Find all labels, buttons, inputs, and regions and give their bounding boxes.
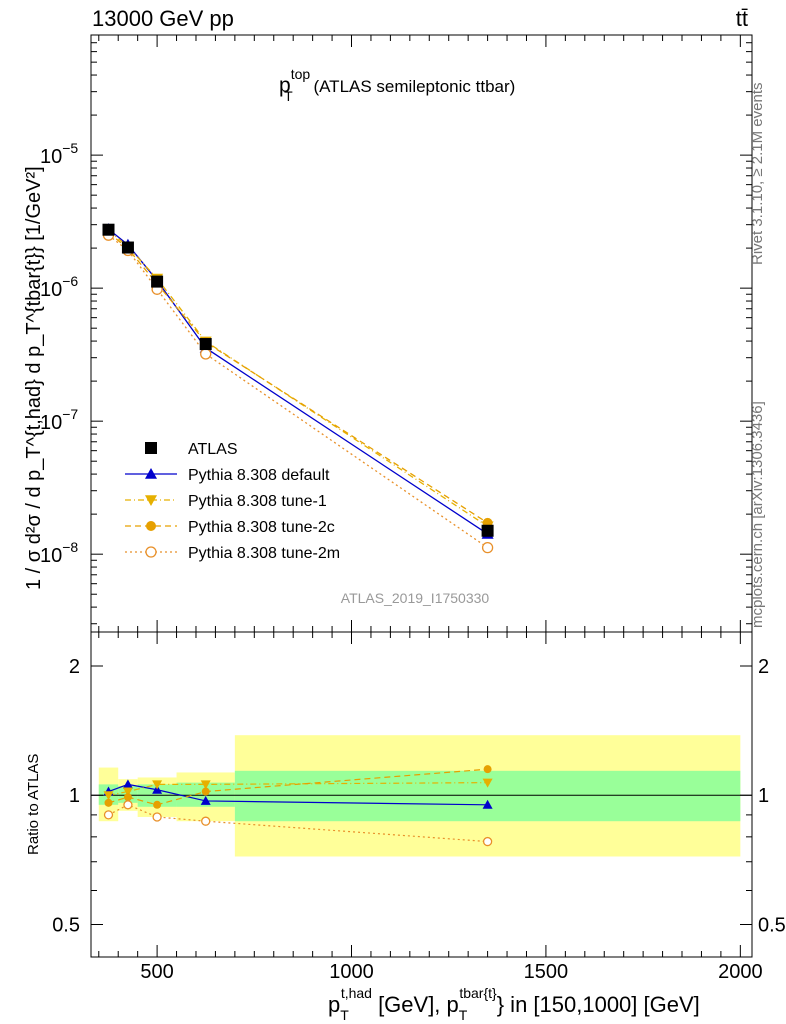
main-y-tick-label-3: 10−5 [40, 140, 78, 168]
main-y-tick-label-1: 10−7 [40, 406, 78, 434]
ratio-point-s1-2 [152, 780, 163, 790]
xlabel-sup2: tbar{t} [459, 985, 497, 1001]
legend-marker-2 [145, 495, 157, 506]
plot-title: ptop T (ATLAS semileptonic ttbar) [279, 66, 515, 104]
ratio-y-tick-label-left-2: 2 [69, 656, 80, 678]
ratio-line-1 [108, 782, 488, 796]
xlabel-rest: } in [150,1000] [GeV] [497, 992, 700, 1017]
legend-marker-0 [145, 442, 157, 454]
ratio-point-s3-2 [152, 812, 162, 822]
legend-label-0: ATLAS [188, 441, 238, 458]
xlabel-main: p [328, 992, 340, 1017]
ratio-point-s3-3 [201, 816, 211, 826]
main-y-tick-label-2: 10−6 [40, 273, 78, 301]
legend-marker-4 [145, 546, 157, 558]
xlabel-sub2: T [459, 1007, 468, 1023]
ratio-y-tick-label-left-1: 1 [69, 785, 80, 807]
ratio-point-s0-1 [122, 779, 133, 789]
legend-marker-1 [145, 468, 157, 479]
header-energy: 13000 GeV pp [92, 6, 234, 31]
ratio-point-s3-0 [103, 810, 114, 820]
ratio-point-s2-4 [483, 765, 492, 774]
main-y-axis-label: 1 / σ d²σ / d p_T^{t,had} d p_T^{tbar{t}… [23, 166, 45, 590]
ratio-plot-frame [90, 631, 753, 958]
ratio-point-s2-1 [123, 793, 132, 802]
point-s0-0 [102, 223, 115, 236]
x-tick-label-2: 1500 [524, 961, 569, 983]
ratio-point-s0-4 [482, 799, 493, 809]
point-s4-3 [200, 348, 212, 360]
ratio-point-s1-4 [482, 778, 493, 788]
ratio-y-tick-label-left-0: 0.5 [52, 914, 80, 936]
main-y-tick-label-0: 10−8 [40, 539, 78, 567]
point-s0-1 [121, 241, 134, 254]
point-s0-3 [199, 338, 212, 351]
series-line-1 [108, 228, 488, 535]
ratio-point-s1-1 [122, 787, 133, 797]
legend-label-3: Pythia 8.308 tune-2c [188, 519, 335, 536]
point-s0-2 [151, 275, 164, 288]
ratio-line-3 [108, 804, 488, 843]
ratio-y-tick-label-right-0: 0.5 [758, 914, 786, 936]
ratio-y-tick-label-right-2: 2 [758, 656, 769, 678]
title-sub: T [284, 88, 293, 104]
band-inner-4 [234, 770, 741, 822]
rivet-label: Rivet 3.1.10, ≥ 2.1M events [749, 83, 766, 266]
legend: ATLAS Pythia 8.308 default Pythia 8.308 tu… [125, 441, 340, 562]
x-axis-label: pTt,had [GeV], pTtbar{t}} in [150,1000] … [328, 985, 700, 1023]
mcplots-label: mcplots.cern.ch [arXiv:1306.3436] [749, 401, 766, 628]
series-line-4 [108, 234, 488, 549]
x-tick-label-3: 2000 [718, 961, 763, 983]
xlabel-mid: [GeV], p [372, 992, 459, 1017]
title-main: p [279, 74, 291, 97]
ratio-y-axis-label: Ratio to ATLAS [25, 754, 42, 855]
ratio-point-s1-3 [200, 780, 211, 790]
x-tick-label-1: 1000 [329, 961, 374, 983]
analysis-id: ATLAS_2019_I1750330 [341, 590, 490, 606]
header-process: tt̄ [736, 6, 748, 31]
title-sup: top [291, 66, 311, 82]
legend-label-2: Pythia 8.308 tune-1 [188, 493, 327, 510]
ratio-point-s2-0 [104, 798, 113, 807]
title-rest: (ATLAS semileptonic ttbar) [309, 77, 516, 96]
main-plot-frame [90, 34, 753, 633]
xlabel-sup1: t,had [341, 985, 372, 1001]
ratio-point-s2-3 [201, 787, 210, 796]
xlabel-sub1: T [340, 1007, 349, 1023]
point-s0-4 [481, 524, 494, 537]
ratio-y-tick-label-right-1: 1 [758, 785, 769, 807]
ratio-point-s3-1 [123, 800, 133, 810]
legend-label-1: Pythia 8.308 default [188, 467, 330, 484]
ratio-point-s2-2 [153, 800, 162, 809]
point-s4-4 [481, 541, 494, 554]
ratio-point-s0-3 [200, 795, 211, 805]
ratio-point-s3-4 [482, 836, 493, 847]
legend-label-4: Pythia 8.308 tune-2m [188, 545, 340, 562]
x-tick-label-0: 500 [140, 961, 173, 983]
ratio-point-s1-0 [103, 791, 114, 801]
legend-marker-3 [146, 521, 156, 531]
